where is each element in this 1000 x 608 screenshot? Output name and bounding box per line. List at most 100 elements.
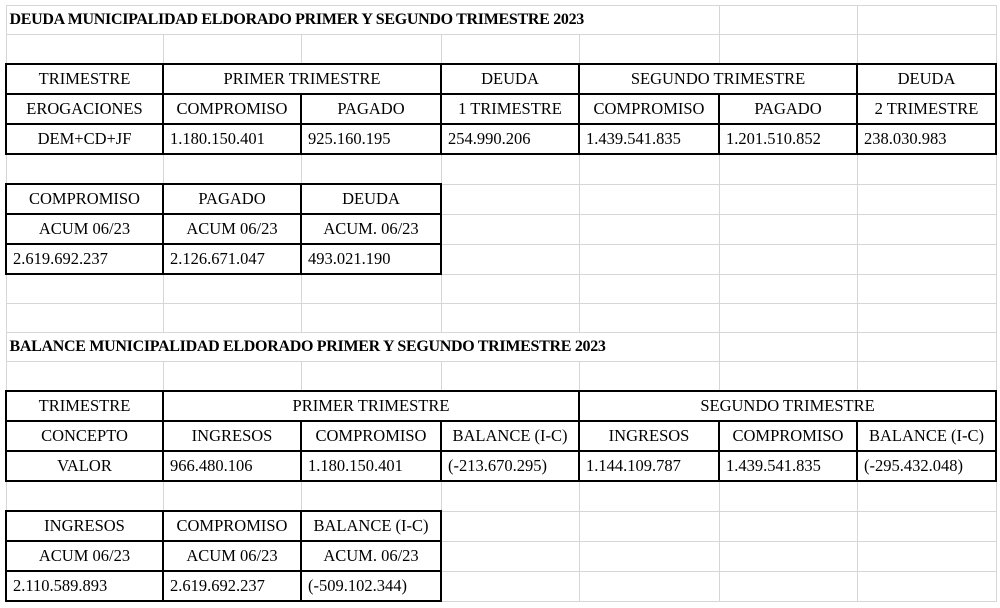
header-cell: SEGUNDO TRIMESTRE <box>578 63 858 95</box>
empty-cell <box>300 153 442 185</box>
empty-cell <box>440 213 580 245</box>
empty-cell <box>718 213 858 245</box>
empty-cell <box>856 361 997 392</box>
empty-cell <box>162 361 302 392</box>
empty-cell <box>578 540 720 572</box>
value-cell: DEM+CD+JF <box>5 123 164 155</box>
empty-cell <box>578 303 720 333</box>
deuda-value-row: DEM+CD+JF 1.180.150.401 925.160.195 254.… <box>5 123 997 155</box>
empty-cell <box>856 332 997 362</box>
header-cell: BALANCE (I-C) <box>856 420 997 452</box>
empty-cell <box>162 480 302 512</box>
header-cell: DEUDA <box>300 183 442 215</box>
empty-cell <box>440 183 580 215</box>
spreadsheet: DEUDA MUNICIPALIDAD ELDORADO PRIMER Y SE… <box>5 5 997 602</box>
empty-cell <box>718 570 858 602</box>
header-cell: PAGADO <box>162 183 302 215</box>
header-cell: EROGACIONES <box>5 93 164 125</box>
empty-cell <box>578 34 720 65</box>
empty-cell <box>718 361 858 392</box>
empty-cell <box>578 213 720 245</box>
value-cell: (-509.102.344) <box>300 570 442 602</box>
deuda-header-row-2: EROGACIONES COMPROMISO PAGADO 1 TRIMESTR… <box>5 93 997 125</box>
value-cell: 254.990.206 <box>440 123 580 155</box>
header-cell: ACUM 06/23 <box>162 540 302 572</box>
header-cell: COMPROMISO <box>162 510 302 542</box>
empty-cell <box>440 361 580 392</box>
header-cell: INGRESOS <box>5 510 164 542</box>
value-cell: 1.201.510.852 <box>718 123 858 155</box>
header-cell: ACUM 06/23 <box>162 213 302 245</box>
empty-cell <box>578 510 720 542</box>
empty-cell <box>5 273 164 304</box>
empty-cell <box>5 34 164 65</box>
deuda-acum-value-row: 2.619.692.237 2.126.671.047 493.021.190 <box>5 243 997 275</box>
balance-acum-header-row-2: ACUM 06/23 ACUM 06/23 ACUM. 06/23 <box>5 540 997 572</box>
empty-cell <box>856 183 997 215</box>
value-cell: 2.110.589.893 <box>5 570 164 602</box>
empty-cell <box>578 361 720 392</box>
header-cell: CONCEPTO <box>5 420 164 452</box>
empty-cell <box>578 480 720 512</box>
empty-cell <box>856 153 997 185</box>
value-cell: 493.021.190 <box>300 243 442 275</box>
header-cell: ACUM 06/23 <box>5 540 164 572</box>
header-cell: COMPROMISO <box>718 420 858 452</box>
deuda-acum-header-row-1: COMPROMISO PAGADO DEUDA <box>5 183 997 215</box>
empty-cell <box>718 5 858 35</box>
empty-cell <box>578 183 720 215</box>
balance-header-row-2: CONCEPTO INGRESOS COMPROMISO BALANCE (I-… <box>5 420 997 452</box>
header-cell: TRIMESTRE <box>5 63 164 95</box>
header-cell: TRIMESTRE <box>5 390 164 422</box>
empty-cell <box>718 480 858 512</box>
empty-cell <box>856 540 997 572</box>
empty-cell <box>440 153 580 185</box>
value-cell: 1.439.541.835 <box>578 123 720 155</box>
empty-cell <box>718 183 858 215</box>
header-cell: COMPROMISO <box>300 420 442 452</box>
empty-cell <box>5 153 164 185</box>
empty-cell <box>718 303 858 333</box>
value-cell: VALOR <box>5 450 164 482</box>
value-cell: 925.160.195 <box>300 123 442 155</box>
balance-acum-header-row-1: INGRESOS COMPROMISO BALANCE (I-C) <box>5 510 997 542</box>
empty-cell <box>300 303 442 333</box>
value-cell: (-295.432.048) <box>856 450 997 482</box>
empty-cell <box>5 303 164 333</box>
empty-cell <box>440 34 580 65</box>
empty-cell <box>718 34 858 65</box>
empty-cell <box>5 480 164 512</box>
header-cell: 1 TRIMESTRE <box>440 93 580 125</box>
value-cell: 966.480.106 <box>162 450 302 482</box>
empty-cell <box>578 243 720 275</box>
header-cell: INGRESOS <box>578 420 720 452</box>
empty-cell <box>856 510 997 542</box>
value-cell: 2.126.671.047 <box>162 243 302 275</box>
empty-cell <box>856 243 997 275</box>
empty-cell <box>440 510 580 542</box>
empty-cell <box>578 570 720 602</box>
balance-header-row-1: TRIMESTRE PRIMER TRIMESTRE SEGUNDO TRIME… <box>5 390 997 422</box>
header-cell: BALANCE (I-C) <box>440 420 580 452</box>
empty-cell <box>440 540 580 572</box>
header-cell: DEUDA <box>856 63 997 95</box>
header-cell: PRIMER TRIMESTRE <box>162 390 580 422</box>
empty-cell <box>856 213 997 245</box>
value-cell: 238.030.983 <box>856 123 997 155</box>
header-cell: ACUM. 06/23 <box>300 540 442 572</box>
empty-cell <box>440 570 580 602</box>
empty-cell <box>578 273 720 304</box>
header-cell: PAGADO <box>300 93 442 125</box>
header-cell: BALANCE (I-C) <box>300 510 442 542</box>
empty-cell <box>856 303 997 333</box>
empty-cell <box>718 332 858 362</box>
empty-cell <box>440 273 580 304</box>
empty-cell <box>162 303 302 333</box>
empty-cell <box>440 303 580 333</box>
value-cell: 1.144.109.787 <box>578 450 720 482</box>
empty-cell <box>856 5 997 35</box>
empty-cell <box>578 153 720 185</box>
value-cell: 1.180.150.401 <box>300 450 442 482</box>
deuda-header-row-1: TRIMESTRE PRIMER TRIMESTRE DEUDA SEGUNDO… <box>5 63 997 95</box>
empty-cell <box>300 34 442 65</box>
